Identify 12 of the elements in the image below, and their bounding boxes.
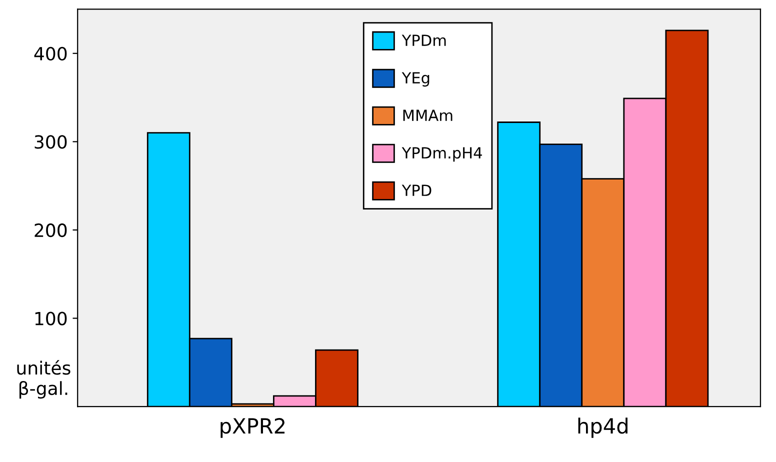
legend-label: YPDm.pH4 (402, 147, 482, 162)
legend-label: MMAm (403, 110, 452, 121)
x-tick-label: hp4d (578, 418, 628, 438)
legend-label: YPDm (402, 34, 446, 46)
x-tick-label: pXPR2 (220, 418, 285, 438)
y-tick-label: 300 (34, 135, 67, 149)
y-tick-label: 400 (34, 46, 67, 61)
y-axis-title: unités β-gal. (17, 360, 70, 399)
legend-label: YPD (402, 184, 432, 196)
y-tick-label: 200 (34, 223, 67, 238)
y-tick-label: 100 (35, 312, 67, 326)
legend-label: YEg (402, 72, 430, 87)
